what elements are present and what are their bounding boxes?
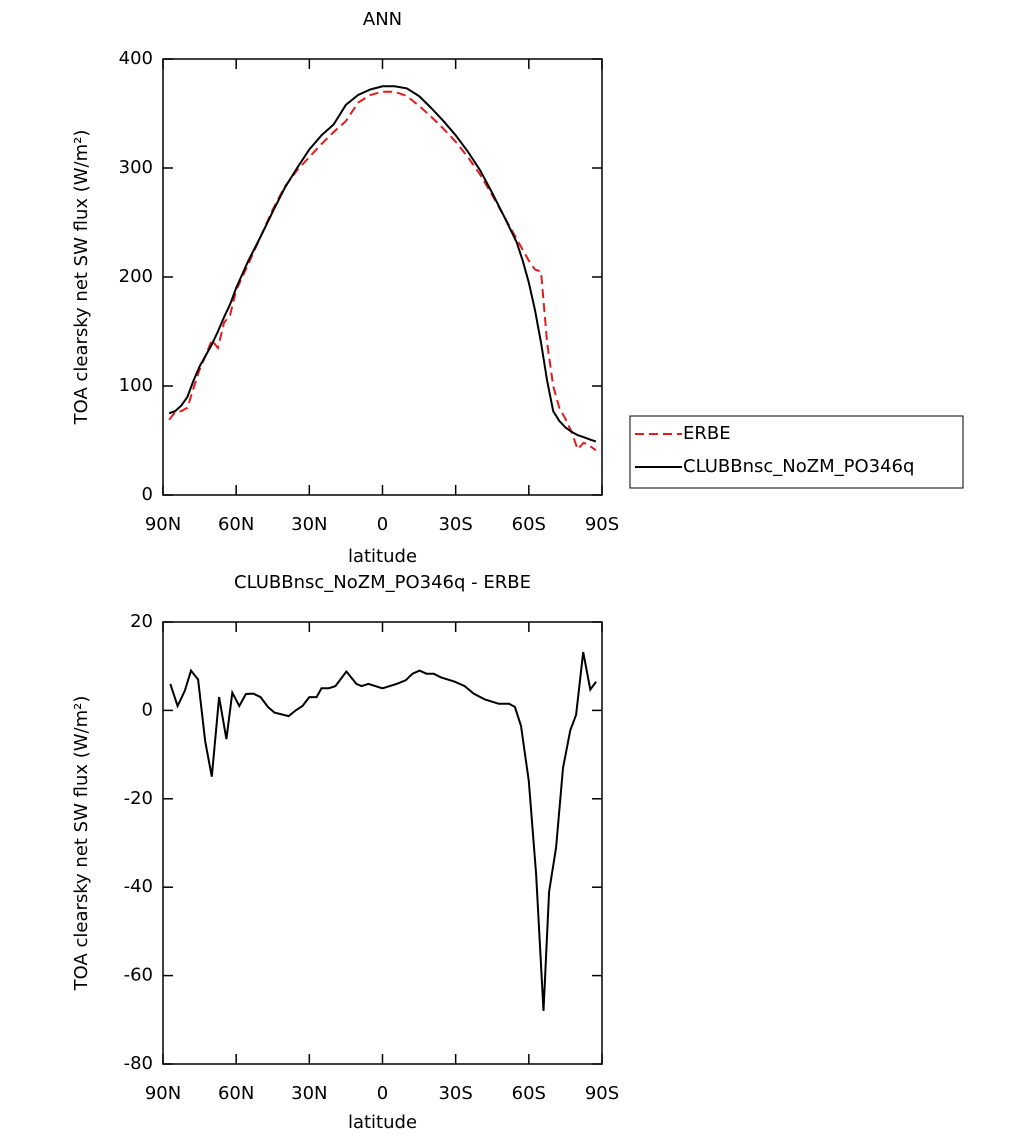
x-tick-label: 90S bbox=[585, 514, 619, 535]
chart-title: CLUBBnsc_NoZM_PO346q - ERBE bbox=[234, 572, 531, 593]
series-line bbox=[168, 90, 597, 452]
x-tick-label: 60N bbox=[218, 1083, 254, 1104]
x-tick-label: 90N bbox=[145, 1083, 181, 1104]
x-axis-label: latitude bbox=[348, 1112, 417, 1133]
y-axis-label: TOA clearsky net SW flux (W/m²) bbox=[71, 130, 92, 426]
y-axis-label: TOA clearsky net SW flux (W/m²) bbox=[71, 696, 92, 992]
x-axis-label: latitude bbox=[348, 546, 417, 567]
x-tick-label: 60S bbox=[512, 514, 546, 535]
chart-title: ANN bbox=[363, 9, 402, 30]
x-tick-label: 30N bbox=[291, 1083, 327, 1104]
series-line bbox=[168, 85, 597, 443]
series-line bbox=[169, 651, 597, 1012]
y-tick-label: 200 bbox=[119, 266, 153, 287]
y-tick-label: 100 bbox=[119, 375, 153, 396]
y-tick-label: 300 bbox=[119, 157, 153, 178]
x-tick-label: 30S bbox=[438, 514, 472, 535]
legend-box bbox=[629, 415, 964, 489]
y-tick-label: -80 bbox=[124, 1053, 153, 1074]
x-tick-label: 90N bbox=[145, 514, 181, 535]
x-tick-label: 30N bbox=[291, 514, 327, 535]
y-tick-label: 20 bbox=[130, 611, 153, 632]
plot-frame bbox=[162, 58, 603, 496]
y-tick-label: -60 bbox=[124, 965, 153, 986]
x-tick-label: 0 bbox=[377, 1083, 388, 1104]
legend-label: CLUBBnsc_NoZM_PO346q bbox=[683, 456, 914, 477]
legend-label: ERBE bbox=[683, 423, 731, 444]
x-tick-label: 60N bbox=[218, 514, 254, 535]
y-tick-label: -20 bbox=[124, 788, 153, 809]
y-tick-label: -40 bbox=[124, 876, 153, 897]
x-tick-label: 30S bbox=[438, 1083, 472, 1104]
x-tick-label: 90S bbox=[585, 1083, 619, 1104]
y-tick-label: 0 bbox=[142, 484, 153, 505]
y-tick-label: 0 bbox=[142, 699, 153, 720]
x-tick-label: 0 bbox=[377, 514, 388, 535]
y-tick-label: 400 bbox=[119, 48, 153, 69]
plot-frame bbox=[162, 621, 603, 1065]
x-tick-label: 60S bbox=[512, 1083, 546, 1104]
